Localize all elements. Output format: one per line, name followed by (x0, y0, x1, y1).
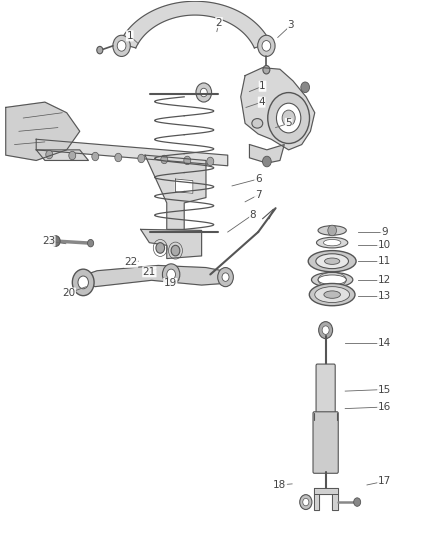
Text: 7: 7 (255, 190, 261, 200)
Polygon shape (332, 494, 338, 510)
Circle shape (196, 83, 212, 102)
Circle shape (78, 276, 88, 289)
Text: 14: 14 (378, 338, 391, 349)
Ellipse shape (318, 275, 346, 285)
Ellipse shape (315, 287, 350, 303)
Circle shape (161, 155, 168, 164)
Ellipse shape (324, 291, 340, 298)
Circle shape (207, 157, 214, 166)
Circle shape (88, 239, 94, 247)
Text: 18: 18 (273, 480, 286, 490)
Circle shape (301, 82, 310, 93)
Circle shape (138, 154, 145, 163)
Text: 20: 20 (62, 288, 75, 298)
Ellipse shape (317, 237, 348, 248)
Circle shape (117, 41, 126, 51)
Text: 21: 21 (143, 267, 156, 277)
Circle shape (113, 35, 130, 56)
Circle shape (156, 243, 165, 253)
Circle shape (167, 269, 176, 280)
Ellipse shape (316, 254, 349, 269)
Ellipse shape (309, 284, 355, 306)
Polygon shape (120, 1, 271, 48)
Polygon shape (250, 144, 284, 163)
Polygon shape (314, 494, 319, 510)
Ellipse shape (311, 272, 353, 287)
Polygon shape (241, 68, 315, 150)
Circle shape (69, 151, 76, 160)
Text: 23: 23 (42, 236, 55, 246)
Circle shape (319, 321, 332, 338)
Circle shape (258, 35, 275, 56)
Circle shape (184, 156, 191, 165)
Circle shape (262, 41, 271, 51)
Polygon shape (6, 102, 80, 160)
Circle shape (92, 152, 99, 161)
Circle shape (300, 495, 312, 510)
Circle shape (276, 103, 301, 133)
Polygon shape (36, 150, 88, 160)
Text: 11: 11 (378, 256, 391, 266)
Text: 6: 6 (255, 174, 261, 184)
Text: 15: 15 (378, 384, 391, 394)
Text: 10: 10 (378, 240, 391, 251)
Text: 17: 17 (378, 477, 391, 486)
Text: 16: 16 (378, 402, 391, 412)
Text: 13: 13 (378, 290, 391, 301)
Text: 22: 22 (124, 257, 138, 267)
Text: 3: 3 (287, 20, 294, 30)
Circle shape (218, 268, 233, 287)
Circle shape (72, 269, 94, 296)
Circle shape (303, 498, 309, 506)
Polygon shape (176, 179, 193, 193)
Circle shape (268, 93, 310, 143)
Circle shape (115, 154, 122, 161)
Polygon shape (75, 265, 228, 287)
FancyBboxPatch shape (316, 364, 335, 415)
Ellipse shape (325, 258, 340, 264)
Text: 9: 9 (381, 227, 388, 237)
Circle shape (171, 245, 180, 256)
Polygon shape (36, 139, 228, 166)
Text: 5: 5 (285, 118, 292, 128)
Circle shape (97, 46, 103, 54)
Text: 8: 8 (250, 209, 256, 220)
Circle shape (263, 66, 270, 74)
Text: 4: 4 (258, 97, 265, 107)
Circle shape (282, 110, 295, 126)
Circle shape (262, 156, 271, 167)
Polygon shape (145, 155, 206, 229)
Circle shape (46, 150, 53, 159)
Circle shape (162, 264, 180, 285)
Circle shape (354, 498, 360, 506)
Ellipse shape (252, 118, 263, 128)
FancyBboxPatch shape (313, 412, 338, 473)
Ellipse shape (323, 239, 341, 246)
Circle shape (222, 273, 229, 281)
Text: 2: 2 (215, 18, 223, 28)
Text: 1: 1 (127, 31, 133, 41)
Ellipse shape (308, 251, 356, 272)
Polygon shape (141, 229, 201, 259)
Ellipse shape (318, 225, 346, 235)
Circle shape (51, 236, 60, 246)
Circle shape (322, 326, 329, 334)
Circle shape (200, 88, 207, 97)
Text: 12: 12 (378, 274, 391, 285)
Text: 19: 19 (164, 278, 177, 288)
Circle shape (328, 225, 336, 236)
Text: 1: 1 (259, 81, 266, 91)
Polygon shape (314, 488, 338, 494)
